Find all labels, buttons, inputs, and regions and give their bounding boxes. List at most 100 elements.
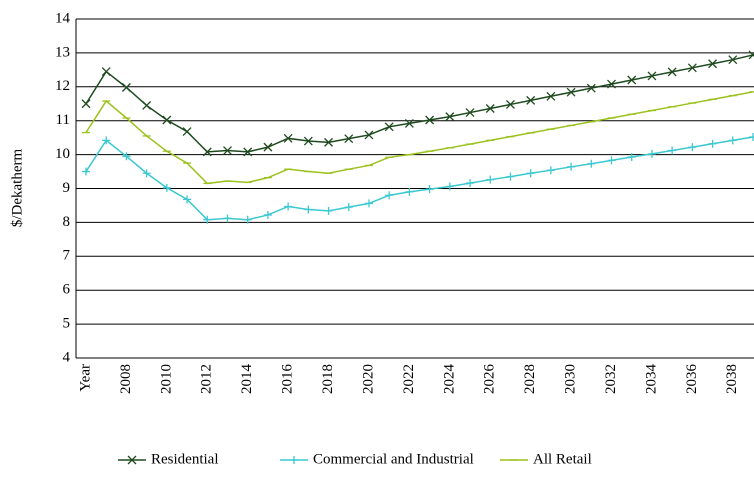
marker — [587, 159, 596, 168]
marker — [485, 104, 495, 113]
marker — [647, 149, 656, 158]
marker — [364, 130, 374, 140]
x-tick-label: 2018 — [320, 364, 336, 394]
marker — [384, 122, 394, 132]
marker — [263, 210, 272, 219]
marker — [526, 95, 536, 105]
marker — [748, 50, 754, 60]
marker — [102, 136, 111, 145]
marker — [586, 83, 596, 93]
marker — [404, 118, 414, 128]
x-tick-label: 2024 — [441, 364, 457, 395]
marker — [243, 215, 252, 224]
x-tick-label: 2014 — [239, 364, 255, 395]
marker — [324, 137, 334, 147]
series-line — [85, 136, 754, 221]
y-axis-title: $/Dekatherm — [9, 149, 25, 228]
marker — [81, 99, 91, 109]
marker — [567, 162, 576, 171]
marker — [667, 67, 677, 77]
legend-label: Commercial and Industrial — [313, 451, 474, 467]
marker — [546, 91, 556, 101]
legend-label: Residential — [151, 451, 219, 467]
x-tick-label: 2010 — [158, 364, 174, 394]
y-tick-label: 8 — [63, 214, 71, 230]
marker — [688, 143, 697, 152]
y-tick-label: 9 — [63, 180, 71, 196]
marker — [627, 152, 636, 161]
marker — [425, 115, 435, 125]
marker — [122, 152, 131, 161]
marker — [283, 133, 293, 143]
y-tick-label: 12 — [55, 78, 70, 94]
y-tick-label: 14 — [55, 10, 71, 26]
marker — [728, 136, 737, 145]
marker — [647, 71, 657, 81]
x-tick-label: 2008 — [118, 364, 134, 394]
marker — [728, 55, 738, 65]
marker — [263, 142, 273, 152]
marker — [364, 199, 373, 208]
series-line — [85, 54, 754, 153]
y-tick-label: 7 — [63, 248, 71, 264]
marker — [223, 146, 232, 155]
marker — [127, 455, 137, 465]
marker — [202, 147, 212, 157]
marker — [303, 136, 313, 146]
marker — [162, 115, 172, 125]
x-tick-label: 2012 — [199, 364, 215, 394]
marker — [101, 67, 111, 77]
marker — [505, 99, 515, 109]
y-tick-label: 11 — [56, 112, 70, 128]
marker — [425, 185, 434, 194]
marker — [183, 195, 192, 204]
y-tick-label: 6 — [63, 282, 71, 298]
x-tick-label: Year — [77, 364, 93, 392]
marker — [121, 83, 131, 92]
series-line — [85, 91, 754, 185]
marker — [162, 183, 171, 192]
marker — [445, 182, 454, 191]
legend-label: All Retail — [533, 451, 592, 467]
marker — [344, 134, 354, 144]
x-tick-label: 2030 — [563, 364, 579, 394]
marker — [708, 59, 718, 69]
x-tick-label: 2020 — [360, 364, 376, 394]
marker — [749, 132, 754, 141]
marker — [203, 215, 212, 224]
marker — [486, 175, 495, 184]
marker — [566, 87, 576, 97]
marker — [708, 139, 717, 148]
marker — [243, 147, 253, 157]
marker — [445, 112, 455, 122]
marker — [466, 179, 475, 188]
marker — [526, 169, 535, 178]
y-tick-label: 5 — [63, 316, 71, 332]
marker — [290, 456, 298, 464]
x-tick-label: 2028 — [522, 364, 538, 394]
marker — [546, 166, 555, 175]
marker — [668, 146, 677, 155]
marker — [142, 100, 152, 110]
x-tick-label: 2034 — [643, 364, 659, 395]
marker — [627, 75, 637, 85]
marker — [182, 127, 192, 137]
marker — [304, 205, 313, 214]
y-tick-label: 4 — [63, 349, 71, 365]
marker — [687, 63, 697, 73]
marker — [607, 79, 616, 89]
marker — [284, 202, 293, 211]
marker — [82, 167, 90, 176]
marker — [142, 169, 151, 178]
marker — [506, 172, 515, 181]
y-tick-label: 13 — [55, 44, 70, 60]
marker — [223, 214, 232, 223]
marker — [385, 191, 394, 200]
marker — [405, 187, 414, 196]
y-tick-label: 10 — [55, 146, 70, 162]
marker — [344, 203, 353, 212]
x-tick-label: 2032 — [603, 364, 619, 394]
marker — [607, 156, 616, 165]
x-tick-label: 2038 — [724, 364, 740, 394]
